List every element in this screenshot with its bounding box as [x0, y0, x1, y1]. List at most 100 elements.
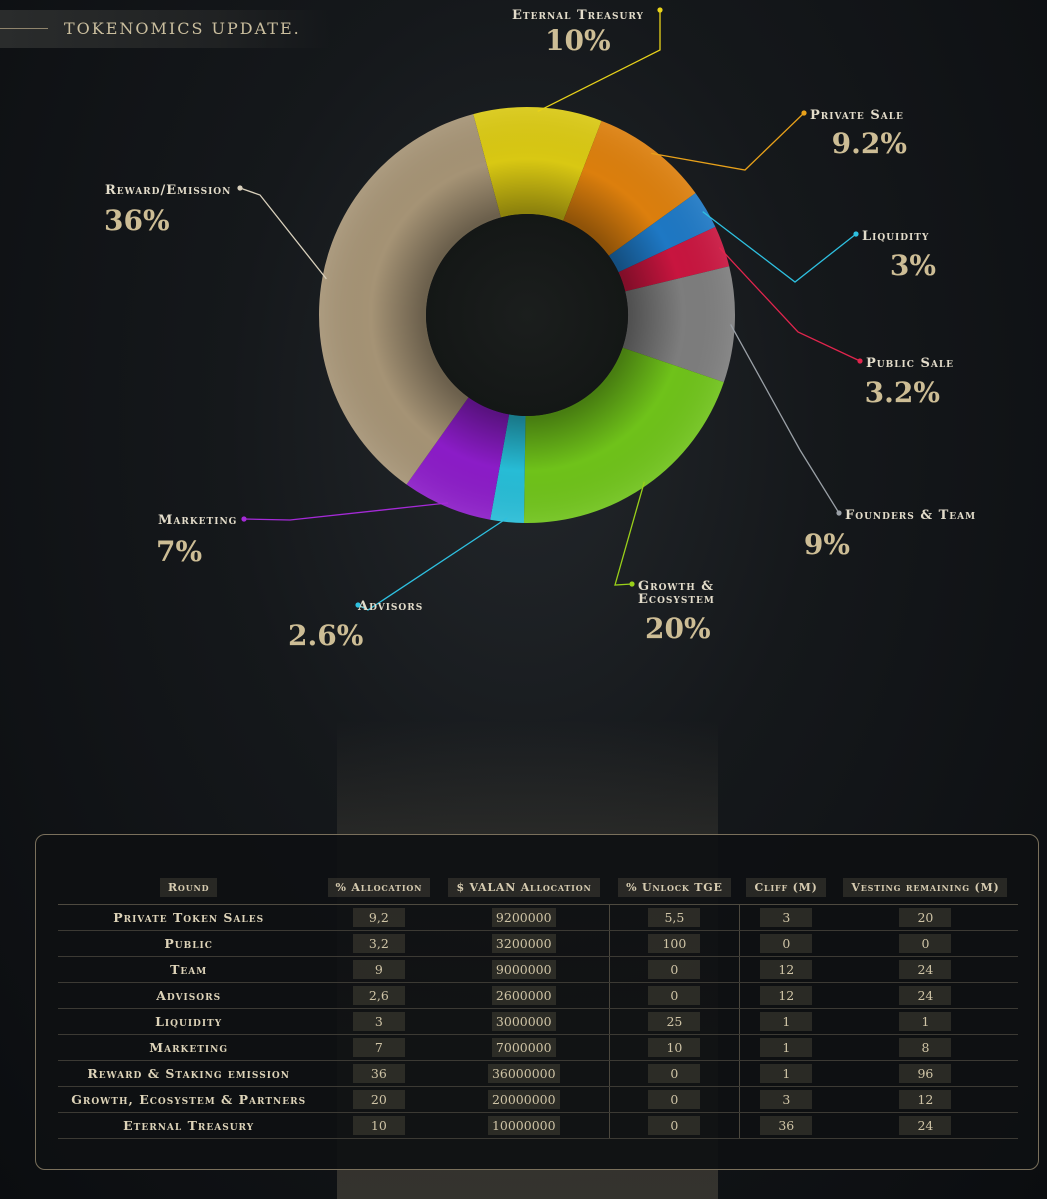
cell-value: 24	[832, 956, 1018, 983]
cell-value: 0	[609, 956, 740, 983]
col-unlock-tge: % Unlock TGE	[609, 875, 740, 905]
cell-value: 3	[739, 904, 833, 931]
table-row: Private Token Sales 9,2 9200000 5,5 3 20	[58, 904, 1018, 931]
table-row: Advisors 2,6 2600000 0 12 24	[58, 982, 1018, 1009]
leader-dot-marketing	[241, 516, 247, 522]
cell-value: 36000000	[438, 1060, 611, 1087]
cell-value: 0	[609, 1112, 740, 1139]
leader-line-public-sale	[718, 247, 861, 362]
cell-round: Private Token Sales	[58, 904, 320, 931]
leader-dot-private-sale	[801, 110, 807, 116]
cell-value: 0	[832, 930, 1018, 957]
cell-value: 1	[739, 1008, 833, 1035]
cell-value: 3	[319, 1008, 439, 1035]
cell-round: Liquidity	[58, 1008, 320, 1035]
leader-line-private-sale	[651, 112, 805, 171]
table-row: Growth, Ecosystem & Partners 20 20000000 0 3…	[58, 1086, 1018, 1113]
cell-value: 7	[319, 1034, 439, 1061]
label-value-growth-ecosystem: 20%	[645, 612, 711, 645]
leader-dot-advisors	[355, 602, 361, 608]
cell-value: 20	[832, 904, 1018, 931]
cell-value: 9,2	[319, 904, 439, 931]
cell-value: 1	[739, 1060, 833, 1087]
label-value-founders-team: 9%	[804, 528, 850, 561]
leader-dot-eternal-treasury	[657, 7, 663, 13]
cell-value: 12	[739, 956, 833, 983]
cell-value: 1	[739, 1034, 833, 1061]
leader-dot-public-sale	[857, 358, 863, 364]
cell-value: 0	[609, 1060, 740, 1087]
cell-value: 5,5	[609, 904, 740, 931]
label-value-eternal-treasury: 10%	[545, 24, 611, 57]
label-value-marketing: 7%	[156, 535, 202, 568]
cell-round: Growth, Ecosystem & Partners	[58, 1086, 320, 1113]
leader-line-reward-emission	[239, 187, 327, 280]
label-value-private-sale: 9.2%	[832, 127, 907, 160]
cell-value: 1	[832, 1008, 1018, 1035]
label-name-liquidity: Liquidity	[862, 229, 929, 244]
header-bar	[0, 10, 330, 48]
col-valan-allocation: $ VALAN Allocation	[438, 875, 610, 905]
leader-dot-founders-team	[836, 510, 842, 516]
label-name-public-sale: Public Sale	[866, 356, 954, 371]
label-name-growth-ecosystem: Growth &	[638, 579, 714, 594]
cell-value: 2,6	[319, 982, 439, 1009]
table-row: Marketing 7 7000000 10 1 8	[58, 1034, 1018, 1061]
cell-value: 9	[319, 956, 439, 983]
page-title: TOKENOMICS UPDATE.	[64, 19, 301, 38]
cell-value: 10000000	[438, 1112, 611, 1139]
cell-value: 3	[739, 1086, 833, 1113]
leader-line-eternal-treasury	[537, 10, 661, 113]
donut-hole	[426, 214, 628, 416]
label-value-advisors: 2.6%	[288, 619, 363, 652]
leader-dot-growth-ecosystem	[629, 581, 635, 587]
cell-value: 36	[739, 1112, 833, 1139]
table-row: Liquidity 3 3000000 25 1 1	[58, 1008, 1018, 1035]
label-name-private-sale: Private Sale	[810, 108, 904, 123]
leader-dot-liquidity	[853, 231, 859, 237]
cell-round: Advisors	[58, 982, 320, 1009]
label-value-public-sale: 3.2%	[865, 376, 940, 409]
table-row: Reward & Staking emission 36 36000000 0 1 96	[58, 1060, 1018, 1087]
cell-value: 36	[319, 1060, 439, 1087]
col-vesting: Vesting remaining (M)	[832, 875, 1018, 905]
leader-line-growth-ecosystem	[614, 481, 646, 586]
cell-value: 12	[739, 982, 833, 1009]
cell-value: 100	[609, 930, 740, 957]
cell-value: 20000000	[438, 1086, 611, 1113]
cell-value: 24	[832, 1112, 1018, 1139]
cell-value: 0	[609, 982, 740, 1009]
col-round: Round	[58, 875, 320, 905]
leader-line-founders-team	[730, 324, 840, 514]
col-cliff: Cliff (M)	[739, 875, 833, 905]
label-value-reward-emission: 36%	[104, 204, 170, 237]
cell-round: Public	[58, 930, 320, 957]
cell-value: 25	[609, 1008, 740, 1035]
cell-value: 3,2	[319, 930, 439, 957]
allocation-table: Round % Allocation $ VALAN Allocation % …	[58, 875, 1018, 1139]
leader-line-liquidity	[702, 211, 857, 283]
cell-value: 12	[832, 1086, 1018, 1113]
cell-value: 8	[832, 1034, 1018, 1061]
header-rule	[0, 28, 48, 29]
cell-round: Reward & Staking emission	[58, 1060, 320, 1087]
cell-round: Eternal Treasury	[58, 1112, 320, 1139]
label-name-advisors: Advisors	[357, 599, 423, 614]
label-name-reward-emission: Reward/Emission	[105, 183, 231, 198]
cell-value: 20	[319, 1086, 439, 1113]
cell-round: Team	[58, 956, 320, 983]
cell-value: 10	[319, 1112, 439, 1139]
label-name-founders-team: Founders & Team	[845, 508, 976, 523]
label-name-marketing: Marketing	[158, 513, 237, 528]
col-pct-allocation: % Allocation	[319, 875, 439, 905]
cell-value: 10	[609, 1034, 740, 1061]
leader-line-marketing	[243, 502, 449, 521]
cell-round: Marketing	[58, 1034, 320, 1061]
table-row: Team 9 9000000 0 12 24	[58, 956, 1018, 983]
cell-value: 7000000	[438, 1034, 611, 1061]
cell-value: 0	[739, 930, 833, 957]
cell-value: 24	[832, 982, 1018, 1009]
cell-value: 96	[832, 1060, 1018, 1087]
cell-value: 9200000	[438, 904, 611, 931]
